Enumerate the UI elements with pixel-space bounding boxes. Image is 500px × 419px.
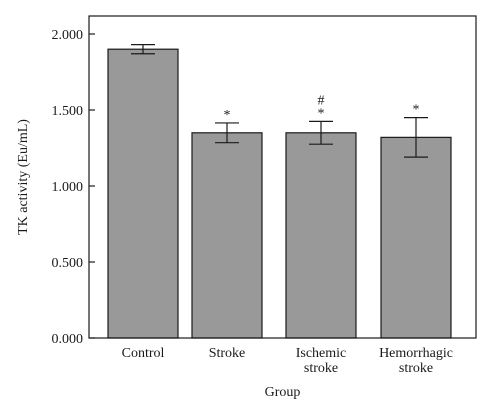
significance-star: *	[413, 103, 420, 118]
x-category-label: stroke	[399, 361, 433, 376]
x-category-label: stroke	[304, 361, 338, 376]
plot-frame	[88, 15, 477, 339]
bars-group	[107, 48, 452, 339]
bar	[285, 132, 357, 339]
y-tick-label: 0.500	[52, 256, 84, 271]
x-category-label: Stroke	[209, 346, 246, 361]
bar	[191, 132, 263, 339]
y-tick-label: 1.000	[52, 180, 84, 195]
y-axis-ticks: 0.000 0.500 1.000 1.500 2.000	[52, 28, 95, 347]
x-axis-labels: Control Stroke IschemicstrokeHemorrhagicst…	[122, 346, 453, 376]
significance-star: *	[318, 106, 325, 121]
x-axis-title: Group	[265, 385, 301, 400]
bar	[380, 136, 452, 339]
y-tick-label: 1.500	[52, 104, 84, 119]
significance-star: *	[224, 108, 231, 123]
error-bars-group	[131, 44, 428, 158]
x-category-label: Hemorrhagic	[379, 346, 453, 361]
x-category-label: Ischemic	[296, 346, 347, 361]
bar	[107, 48, 179, 339]
x-category-label: Control	[122, 346, 165, 361]
hash-annotation: #	[318, 93, 325, 108]
annotations-group: *#* *	[224, 93, 420, 123]
y-axis-title: TK activity (Eu/mL)	[16, 119, 31, 235]
y-tick-label: 2.000	[52, 28, 84, 43]
y-tick-label: 0.000	[52, 332, 84, 347]
